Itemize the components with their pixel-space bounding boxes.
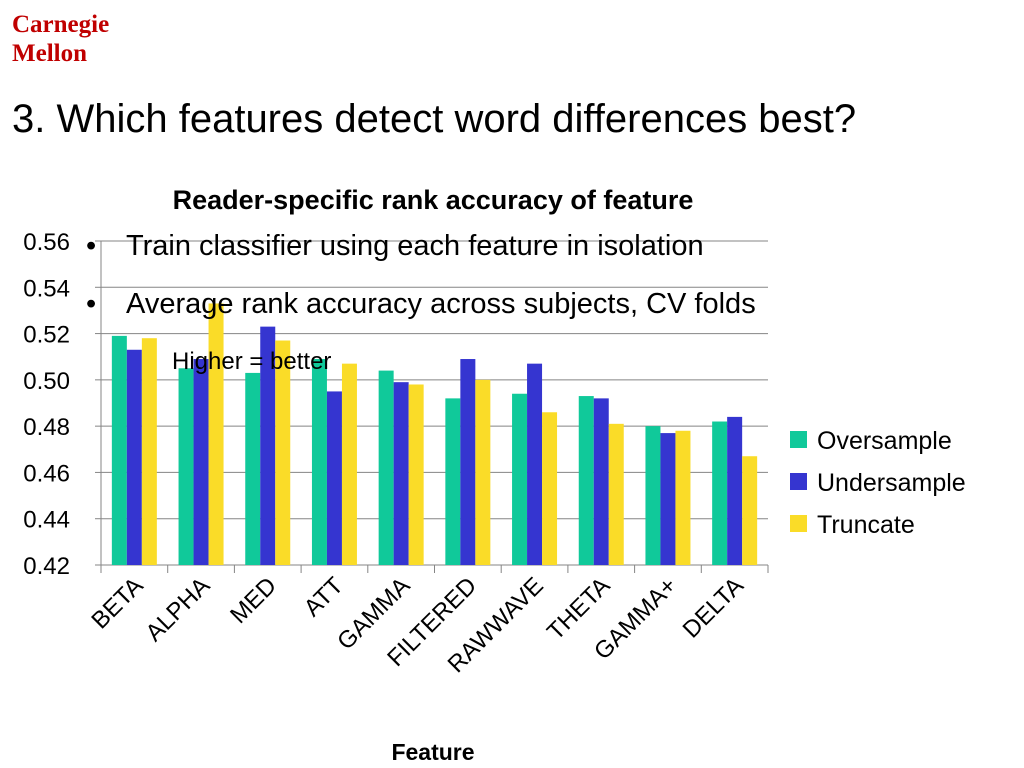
y-tick-label: 0.48 <box>23 414 70 441</box>
bullet-dot: • <box>86 230 97 262</box>
bar-truncate <box>542 412 558 565</box>
bullet-text: Train classifier using each feature in i… <box>126 230 704 262</box>
bar-undersample <box>593 398 609 565</box>
chart-title: Reader-specific rank accuracy of feature <box>173 185 694 215</box>
x-tick-label: DELTA <box>678 572 749 643</box>
bar-truncate <box>475 379 491 565</box>
brand-logo: Carnegie Mellon <box>12 10 109 68</box>
bar-oversample <box>445 398 461 565</box>
bar-truncate <box>675 430 691 565</box>
y-tick-label: 0.42 <box>23 553 70 580</box>
y-tick-label: 0.50 <box>23 368 70 395</box>
bullet-text: Average rank accuracy across subjects, C… <box>126 288 756 320</box>
bar-oversample <box>178 368 194 565</box>
legend-label: Undersample <box>817 469 966 497</box>
bar-undersample <box>660 433 676 565</box>
legend-swatch <box>790 431 807 448</box>
bar-undersample <box>460 359 476 565</box>
bar-truncate <box>141 338 157 565</box>
bar-truncate <box>608 423 624 565</box>
x-tick-label: ALPHA <box>141 572 216 647</box>
bar-truncate <box>208 303 224 565</box>
y-tick-label: 0.54 <box>23 275 70 302</box>
y-tick-label: 0.56 <box>23 229 70 256</box>
x-tick-label: BETA <box>86 572 148 634</box>
legend-label: Truncate <box>817 511 915 539</box>
bar-oversample <box>512 393 528 565</box>
bar-oversample <box>645 426 661 565</box>
bar-oversample <box>578 396 594 565</box>
bar-undersample <box>393 382 409 565</box>
y-tick-label: 0.46 <box>23 460 70 487</box>
bar-oversample <box>245 372 261 565</box>
brand-line-2: Mellon <box>12 40 87 67</box>
legend-swatch <box>790 515 807 532</box>
bar-truncate <box>341 363 357 565</box>
x-tick-label: MED <box>225 572 282 629</box>
bar-oversample <box>712 421 728 565</box>
bar-undersample <box>527 363 543 565</box>
bar-undersample <box>260 326 276 565</box>
bar-undersample <box>727 416 743 565</box>
bar-undersample <box>193 359 209 565</box>
slide-title: 3. Which features detect word difference… <box>12 97 857 141</box>
y-tick-label: 0.52 <box>23 322 70 349</box>
legend-label: Oversample <box>817 427 952 455</box>
x-axis-label: Feature <box>391 739 474 765</box>
bar-oversample <box>111 335 127 565</box>
bar-truncate <box>275 340 291 565</box>
bar-oversample <box>378 370 394 565</box>
x-tick-label: ATT <box>299 572 349 622</box>
bullet-dot: • <box>86 288 97 320</box>
bar-undersample <box>326 391 342 565</box>
bar-truncate <box>408 384 424 565</box>
brand-line-1: Carnegie <box>12 11 110 38</box>
bar-undersample <box>126 349 142 565</box>
y-tick-label: 0.44 <box>23 507 70 534</box>
bar-oversample <box>311 359 327 565</box>
sub-bullet-text: Higher = better <box>172 348 332 375</box>
bar-truncate <box>742 456 758 565</box>
legend-swatch <box>790 473 807 490</box>
